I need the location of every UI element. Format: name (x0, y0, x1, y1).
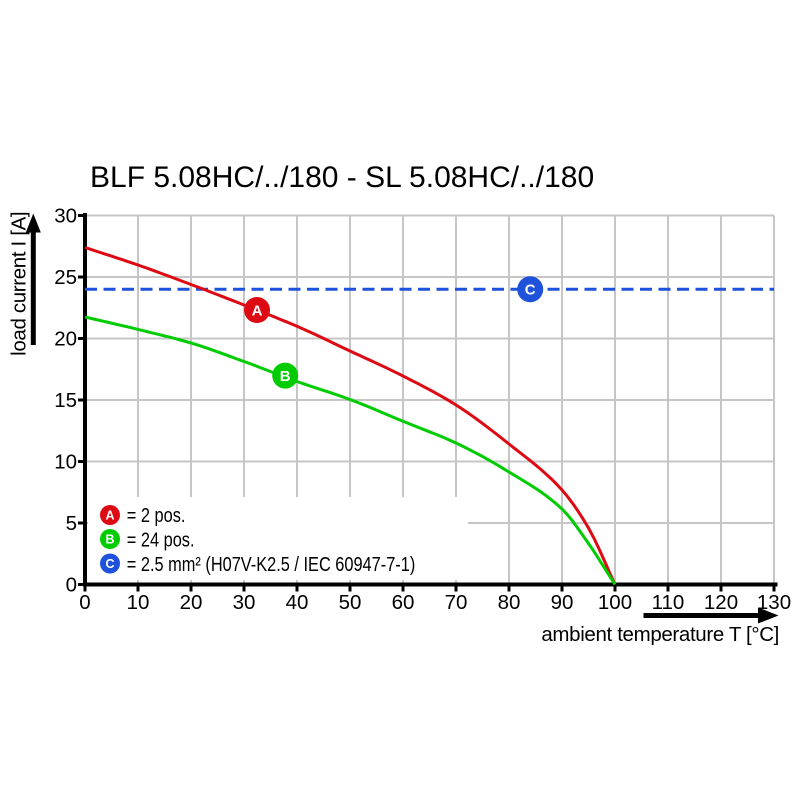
svg-text:10: 10 (127, 591, 150, 614)
svg-text:= 24 pos.: = 24 pos. (127, 528, 195, 551)
svg-text:0: 0 (66, 574, 77, 597)
svg-text:25: 25 (54, 266, 77, 289)
svg-text:10: 10 (54, 451, 77, 474)
svg-text:B: B (105, 533, 114, 547)
svg-text:15: 15 (54, 389, 77, 412)
svg-text:A: A (252, 302, 263, 319)
svg-text:80: 80 (498, 591, 521, 614)
svg-text:120: 120 (704, 591, 738, 614)
svg-text:20: 20 (180, 591, 203, 614)
svg-text:BLF 5.08HC/../180 - SL 5.08HC/: BLF 5.08HC/../180 - SL 5.08HC/../180 (90, 161, 594, 194)
svg-text:100: 100 (598, 591, 632, 614)
svg-text:= 2.5 mm² (H07V-K2.5 / IEC 609: = 2.5 mm² (H07V-K2.5 / IEC 60947-7-1) (127, 552, 415, 575)
svg-text:0: 0 (79, 591, 90, 614)
svg-text:ambient temperature T [°C]: ambient temperature T [°C] (541, 623, 779, 646)
svg-text:30: 30 (54, 205, 77, 228)
svg-text:110: 110 (652, 591, 685, 614)
svg-text:C: C (525, 282, 536, 299)
svg-text:20: 20 (54, 328, 77, 351)
svg-text:60: 60 (392, 591, 415, 614)
svg-text:A: A (105, 509, 114, 523)
svg-text:B: B (280, 368, 291, 385)
svg-text:70: 70 (445, 591, 468, 614)
svg-text:5: 5 (66, 512, 77, 535)
svg-text:90: 90 (551, 591, 574, 614)
svg-text:130: 130 (757, 591, 791, 614)
svg-text:50: 50 (339, 591, 362, 614)
svg-text:40: 40 (286, 591, 309, 614)
svg-text:C: C (105, 557, 114, 571)
svg-text:= 2 pos.: = 2 pos. (127, 503, 186, 526)
svg-text:30: 30 (233, 591, 256, 614)
svg-text:load current I [A]: load current I [A] (8, 212, 31, 356)
